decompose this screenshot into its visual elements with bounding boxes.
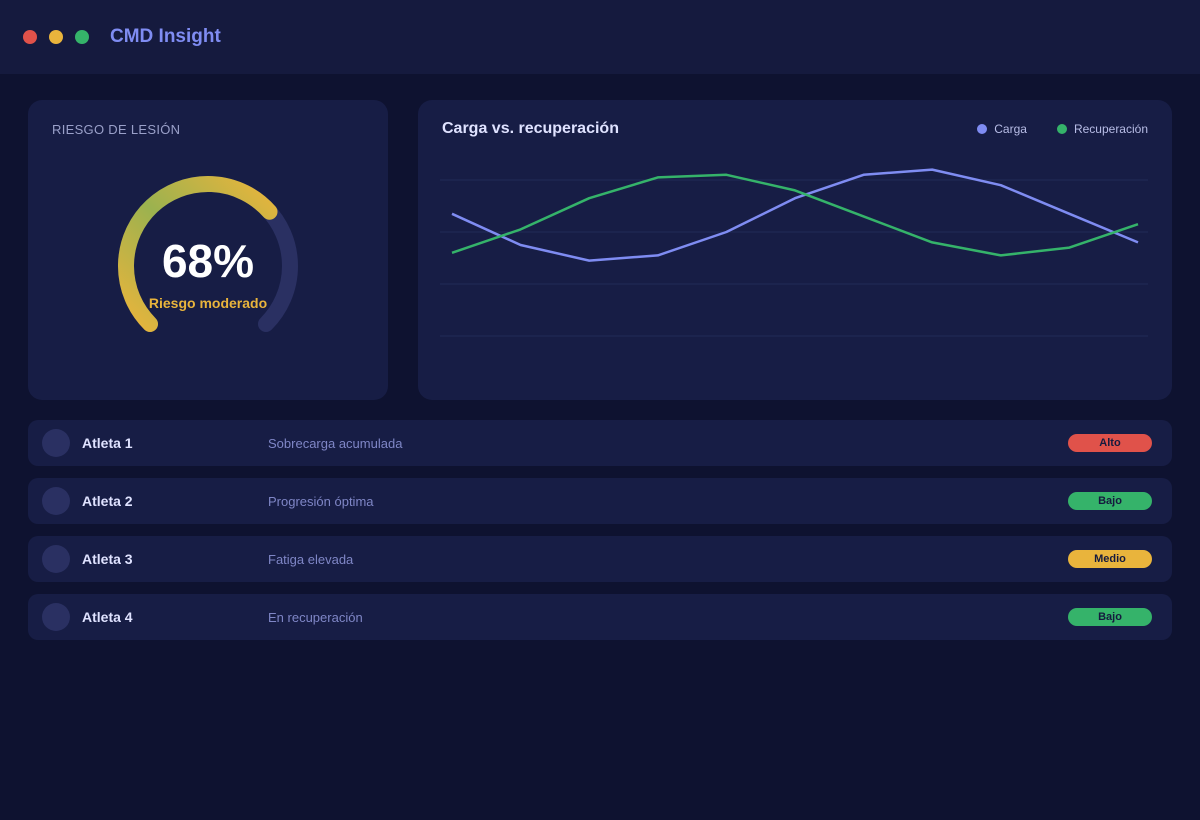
avatar — [42, 603, 70, 631]
legend-label-recuperacion: Recuperación — [1073, 122, 1148, 136]
athlete-note: En recuperación — [268, 610, 363, 625]
window-maximize-button[interactable] — [75, 30, 89, 44]
load-recovery-chart-card: Carga vs. recuperación Carga Recuperació… — [418, 100, 1172, 400]
athlete-row[interactable]: Atleta 1 Sobrecarga acumulada Alto — [28, 420, 1172, 466]
athlete-row[interactable]: Atleta 3 Fatiga elevada Medio — [28, 536, 1172, 582]
athlete-note: Fatiga elevada — [268, 552, 354, 567]
series-line-recuperacion — [451, 173, 1139, 257]
risk-status: Riesgo moderado — [148, 295, 268, 311]
injury-risk-card: RIESGO DE LESIÓN 68% Riesgo moderado — [28, 100, 388, 400]
legend-swatch-recuperacion — [1056, 124, 1067, 134]
athlete-name: Atleta 3 — [82, 551, 133, 567]
risk-gauge — [118, 176, 298, 332]
athlete-name: Atleta 1 — [82, 435, 133, 451]
risk-value: 68% — [161, 235, 255, 287]
risk-badge: Bajo — [1068, 492, 1152, 510]
chart-legend: Carga Recuperación — [977, 122, 1148, 136]
athlete-name: Atleta 2 — [82, 493, 133, 509]
series-line-carga — [451, 168, 1139, 262]
load-recovery-chart — [440, 168, 1148, 337]
risk-badge: Alto — [1068, 434, 1152, 452]
injury-risk-label: RIESGO DE LESIÓN — [52, 122, 181, 137]
legend-item-carga: Carga — [977, 122, 1027, 136]
avatar — [42, 487, 70, 515]
window-close-button[interactable] — [23, 30, 37, 44]
athlete-row[interactable]: Atleta 4 En recuperación Bajo — [28, 594, 1172, 640]
avatar — [42, 429, 70, 457]
gauge-fill — [118, 176, 278, 332]
chart-title: Carga vs. recuperación — [442, 120, 619, 137]
risk-badge: Bajo — [1068, 608, 1152, 626]
legend-swatch-carga — [977, 124, 988, 134]
athlete-note: Sobrecarga acumulada — [268, 436, 403, 451]
legend-item-recuperacion: Recuperación — [1056, 122, 1148, 136]
window-minimize-button[interactable] — [49, 30, 63, 44]
athlete-note: Progresión óptima — [268, 494, 374, 509]
title-bar: CMD Insight — [0, 0, 1200, 74]
avatar — [42, 545, 70, 573]
athlete-name: Atleta 4 — [82, 609, 133, 625]
legend-label-carga: Carga — [994, 122, 1027, 136]
risk-badge: Medio — [1068, 550, 1152, 568]
app-title: CMD Insight — [110, 26, 221, 47]
athlete-row[interactable]: Atleta 2 Progresión óptima Bajo — [28, 478, 1172, 524]
